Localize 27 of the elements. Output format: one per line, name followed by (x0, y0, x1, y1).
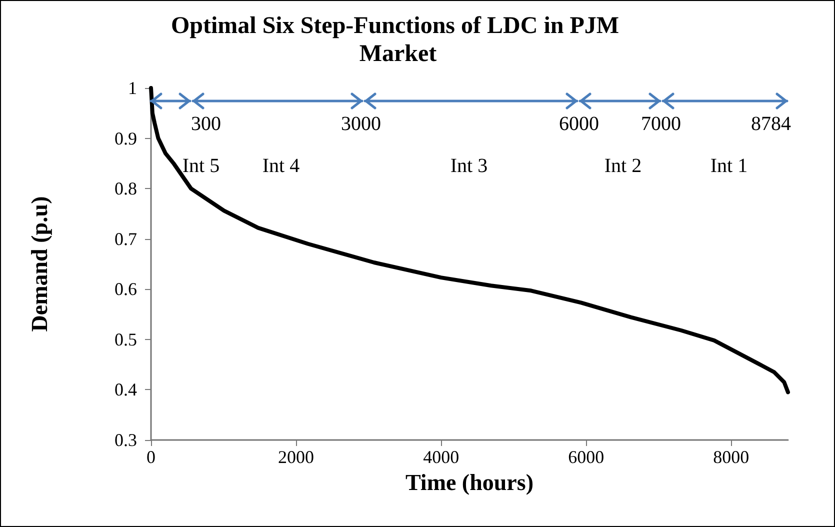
annotation: Int 2 (604, 155, 642, 177)
y-tick-label: 0.9 (114, 128, 137, 148)
annotation: 6000 (559, 113, 599, 135)
line-series (149, 86, 790, 394)
annotation: Int 4 (262, 155, 300, 177)
y-tick-label: 0.3 (114, 430, 137, 450)
annotation: Int 5 (182, 155, 220, 177)
annotation: 3000 (341, 113, 381, 135)
y-tick-label: 1 (128, 78, 137, 98)
y-axis-title: Demand (p.u) (27, 196, 52, 332)
x-tick-label: 2000 (278, 447, 314, 467)
annotation: 8784 (751, 113, 791, 135)
x-axis-title: Time (hours) (406, 470, 534, 495)
y-tick-label: 0.6 (114, 279, 137, 300)
annotation: 300 (191, 113, 221, 135)
y-tick-label: 0.5 (114, 329, 137, 350)
y-tick-label: 0.7 (114, 228, 137, 249)
x-tick-label: 6000 (568, 447, 604, 467)
y-tick-label: 0.4 (114, 380, 137, 400)
chart-title: Optimal Six Step-Functions of LDC in PJM Market (170, 13, 626, 67)
y-tick-label: 0.8 (114, 178, 137, 199)
x-tick-label: 4000 (423, 447, 460, 467)
annotation: Int 1 (710, 155, 748, 177)
annotation: 7000 (641, 113, 681, 135)
x-tick-label: 8000 (713, 447, 750, 467)
annotation: Int 3 (450, 155, 488, 177)
x-tick-label: 0 (146, 447, 156, 467)
